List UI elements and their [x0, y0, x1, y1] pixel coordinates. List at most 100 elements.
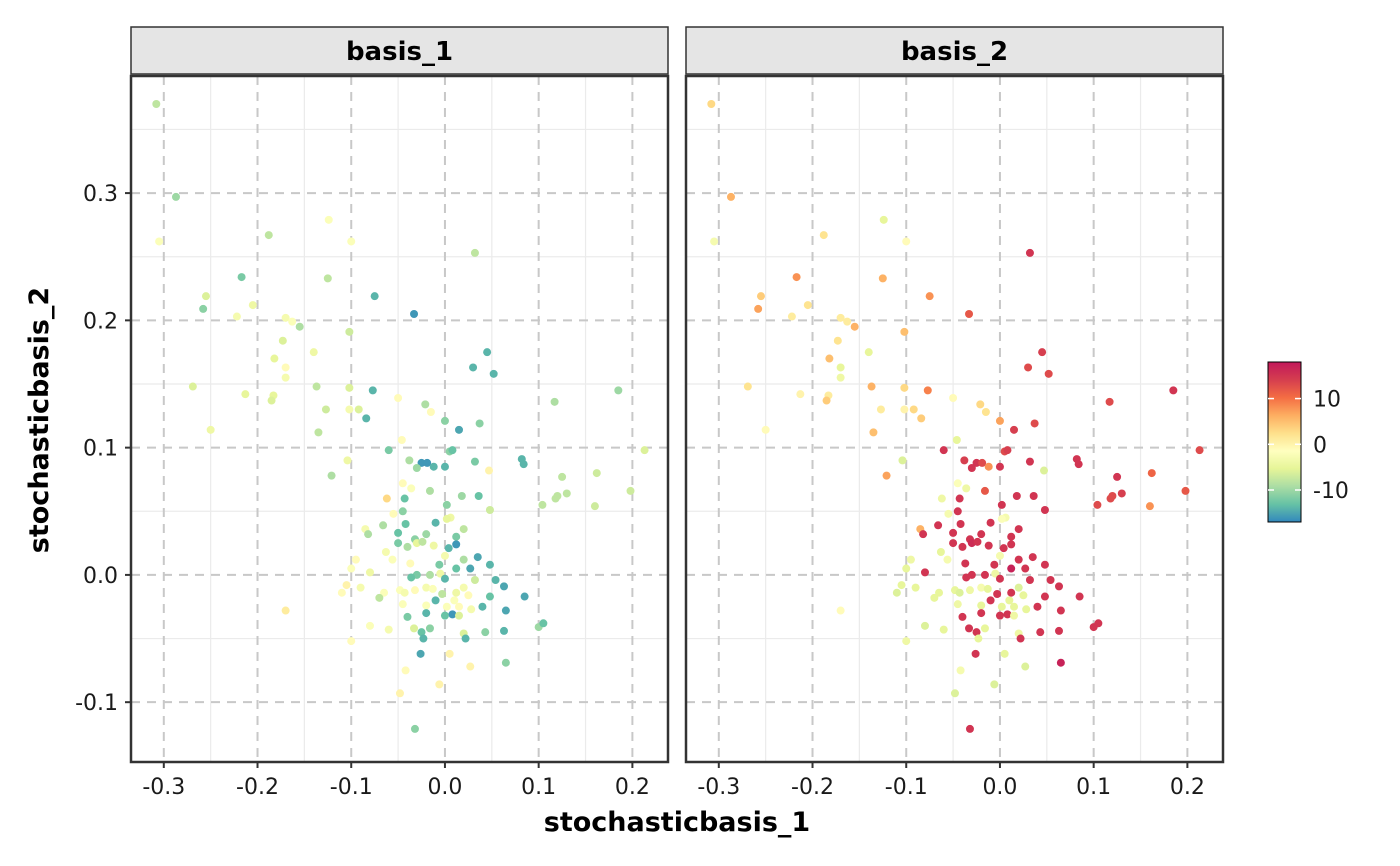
- scatter-point: [206, 425, 215, 434]
- scatter-point: [401, 520, 410, 528]
- scatter-point: [499, 626, 508, 635]
- scatter-point: [418, 537, 427, 546]
- scatter-point: [452, 564, 461, 573]
- scatter-point: [920, 621, 929, 630]
- scatter-point: [939, 625, 948, 634]
- scatter-point: [1036, 628, 1045, 637]
- scatter-point: [295, 322, 304, 331]
- scatter-point: [997, 500, 1006, 509]
- scatter-point: [965, 586, 974, 595]
- scatter-point: [902, 564, 911, 573]
- scatter-point: [445, 649, 454, 658]
- scatter-point: [444, 544, 453, 553]
- scatter-point: [997, 602, 1006, 611]
- scatter-point: [384, 446, 393, 455]
- scatter-point: [898, 456, 907, 465]
- scatter-point: [407, 484, 416, 493]
- scatter-point: [981, 408, 990, 416]
- scatter-point: [787, 312, 796, 321]
- scatter-point: [995, 574, 1004, 583]
- scatter-point: [398, 507, 407, 516]
- scatter-point: [986, 596, 995, 605]
- scatter-point: [944, 509, 953, 518]
- scatter-point: [237, 273, 246, 282]
- scatter-point: [466, 662, 475, 671]
- scatter-point: [442, 602, 451, 611]
- scatter-point: [429, 462, 438, 471]
- scatter-point: [990, 680, 999, 689]
- scatter-point: [491, 576, 500, 584]
- scatter-point: [421, 400, 430, 409]
- scatter-point: [986, 518, 995, 527]
- scatter-point: [461, 634, 470, 643]
- scatter-point: [965, 310, 974, 318]
- scatter-point: [972, 628, 981, 637]
- scatter-point: [455, 425, 464, 434]
- scatter-point: [640, 446, 649, 455]
- points-basis-1: [152, 100, 649, 733]
- scatter-point: [470, 576, 479, 584]
- scatter-point: [351, 555, 360, 564]
- scatter-point: [1105, 397, 1114, 406]
- colorbar: [1267, 361, 1302, 523]
- scatter-point: [1025, 576, 1034, 584]
- scatter-point: [450, 596, 459, 605]
- scatter-point: [343, 456, 352, 465]
- scatter-point: [1012, 492, 1021, 500]
- scatter-point: [892, 588, 901, 597]
- scatter-point: [375, 593, 384, 602]
- scatter-point: [836, 363, 845, 372]
- scatter-point: [485, 592, 494, 601]
- scatter-point: [345, 327, 354, 336]
- scatter-point: [592, 469, 601, 478]
- scatter-point: [962, 484, 971, 493]
- scatter-point: [878, 274, 887, 283]
- scatter-point: [324, 215, 333, 224]
- scatter-point: [993, 590, 1002, 598]
- panel-basis-2: basis_2: [684, 26, 1225, 764]
- scatter-point: [911, 583, 920, 592]
- panel-border-basis-2: [684, 74, 1225, 764]
- scatter-point: [867, 382, 876, 391]
- strip-basis-2: [685, 26, 1224, 75]
- scatter-point: [459, 583, 468, 592]
- scatter-point: [792, 273, 801, 282]
- scatter-point: [410, 624, 419, 633]
- scatter-point: [379, 521, 388, 530]
- scatter-point: [417, 458, 426, 467]
- x-tick-label: -0.2: [236, 775, 279, 800]
- scatter-point: [900, 383, 909, 392]
- strip-basis-1: [130, 26, 669, 75]
- plot-area-basis-2: [686, 76, 1223, 762]
- x-tick-label: -0.3: [142, 775, 185, 800]
- scatter-point: [825, 354, 834, 363]
- scatter-point: [314, 428, 323, 437]
- scatter-point: [1093, 500, 1102, 509]
- scatter-point: [1145, 502, 1154, 511]
- color-legend: 10 0 -10: [1267, 361, 1349, 523]
- x-tick-label: 0.0: [427, 775, 462, 800]
- scatter-point: [1024, 363, 1033, 372]
- legend-tick-label: -10: [1313, 479, 1349, 504]
- scatter-point: [323, 274, 332, 283]
- scatter-point: [955, 588, 964, 597]
- scatter-point: [897, 581, 906, 590]
- scatter-point: [457, 492, 466, 500]
- scatter-point: [822, 396, 831, 405]
- scatter-point: [756, 292, 765, 301]
- scatter-point: [943, 555, 952, 564]
- scatter-point: [956, 520, 965, 528]
- legend-tick-label: 10: [1313, 388, 1341, 413]
- scatter-point: [270, 354, 279, 363]
- x-tick-label: 0.1: [1076, 775, 1111, 800]
- scatter-point: [459, 555, 468, 564]
- scatter-point: [949, 394, 958, 402]
- scatter-point: [410, 724, 419, 733]
- scatter-point: [1094, 619, 1103, 628]
- scatter-point: [455, 611, 464, 620]
- scatter-point: [930, 593, 939, 602]
- scatter-point: [380, 588, 389, 597]
- scatter-point: [1029, 492, 1038, 500]
- scatter-point: [400, 494, 409, 503]
- scatter-point: [267, 396, 276, 405]
